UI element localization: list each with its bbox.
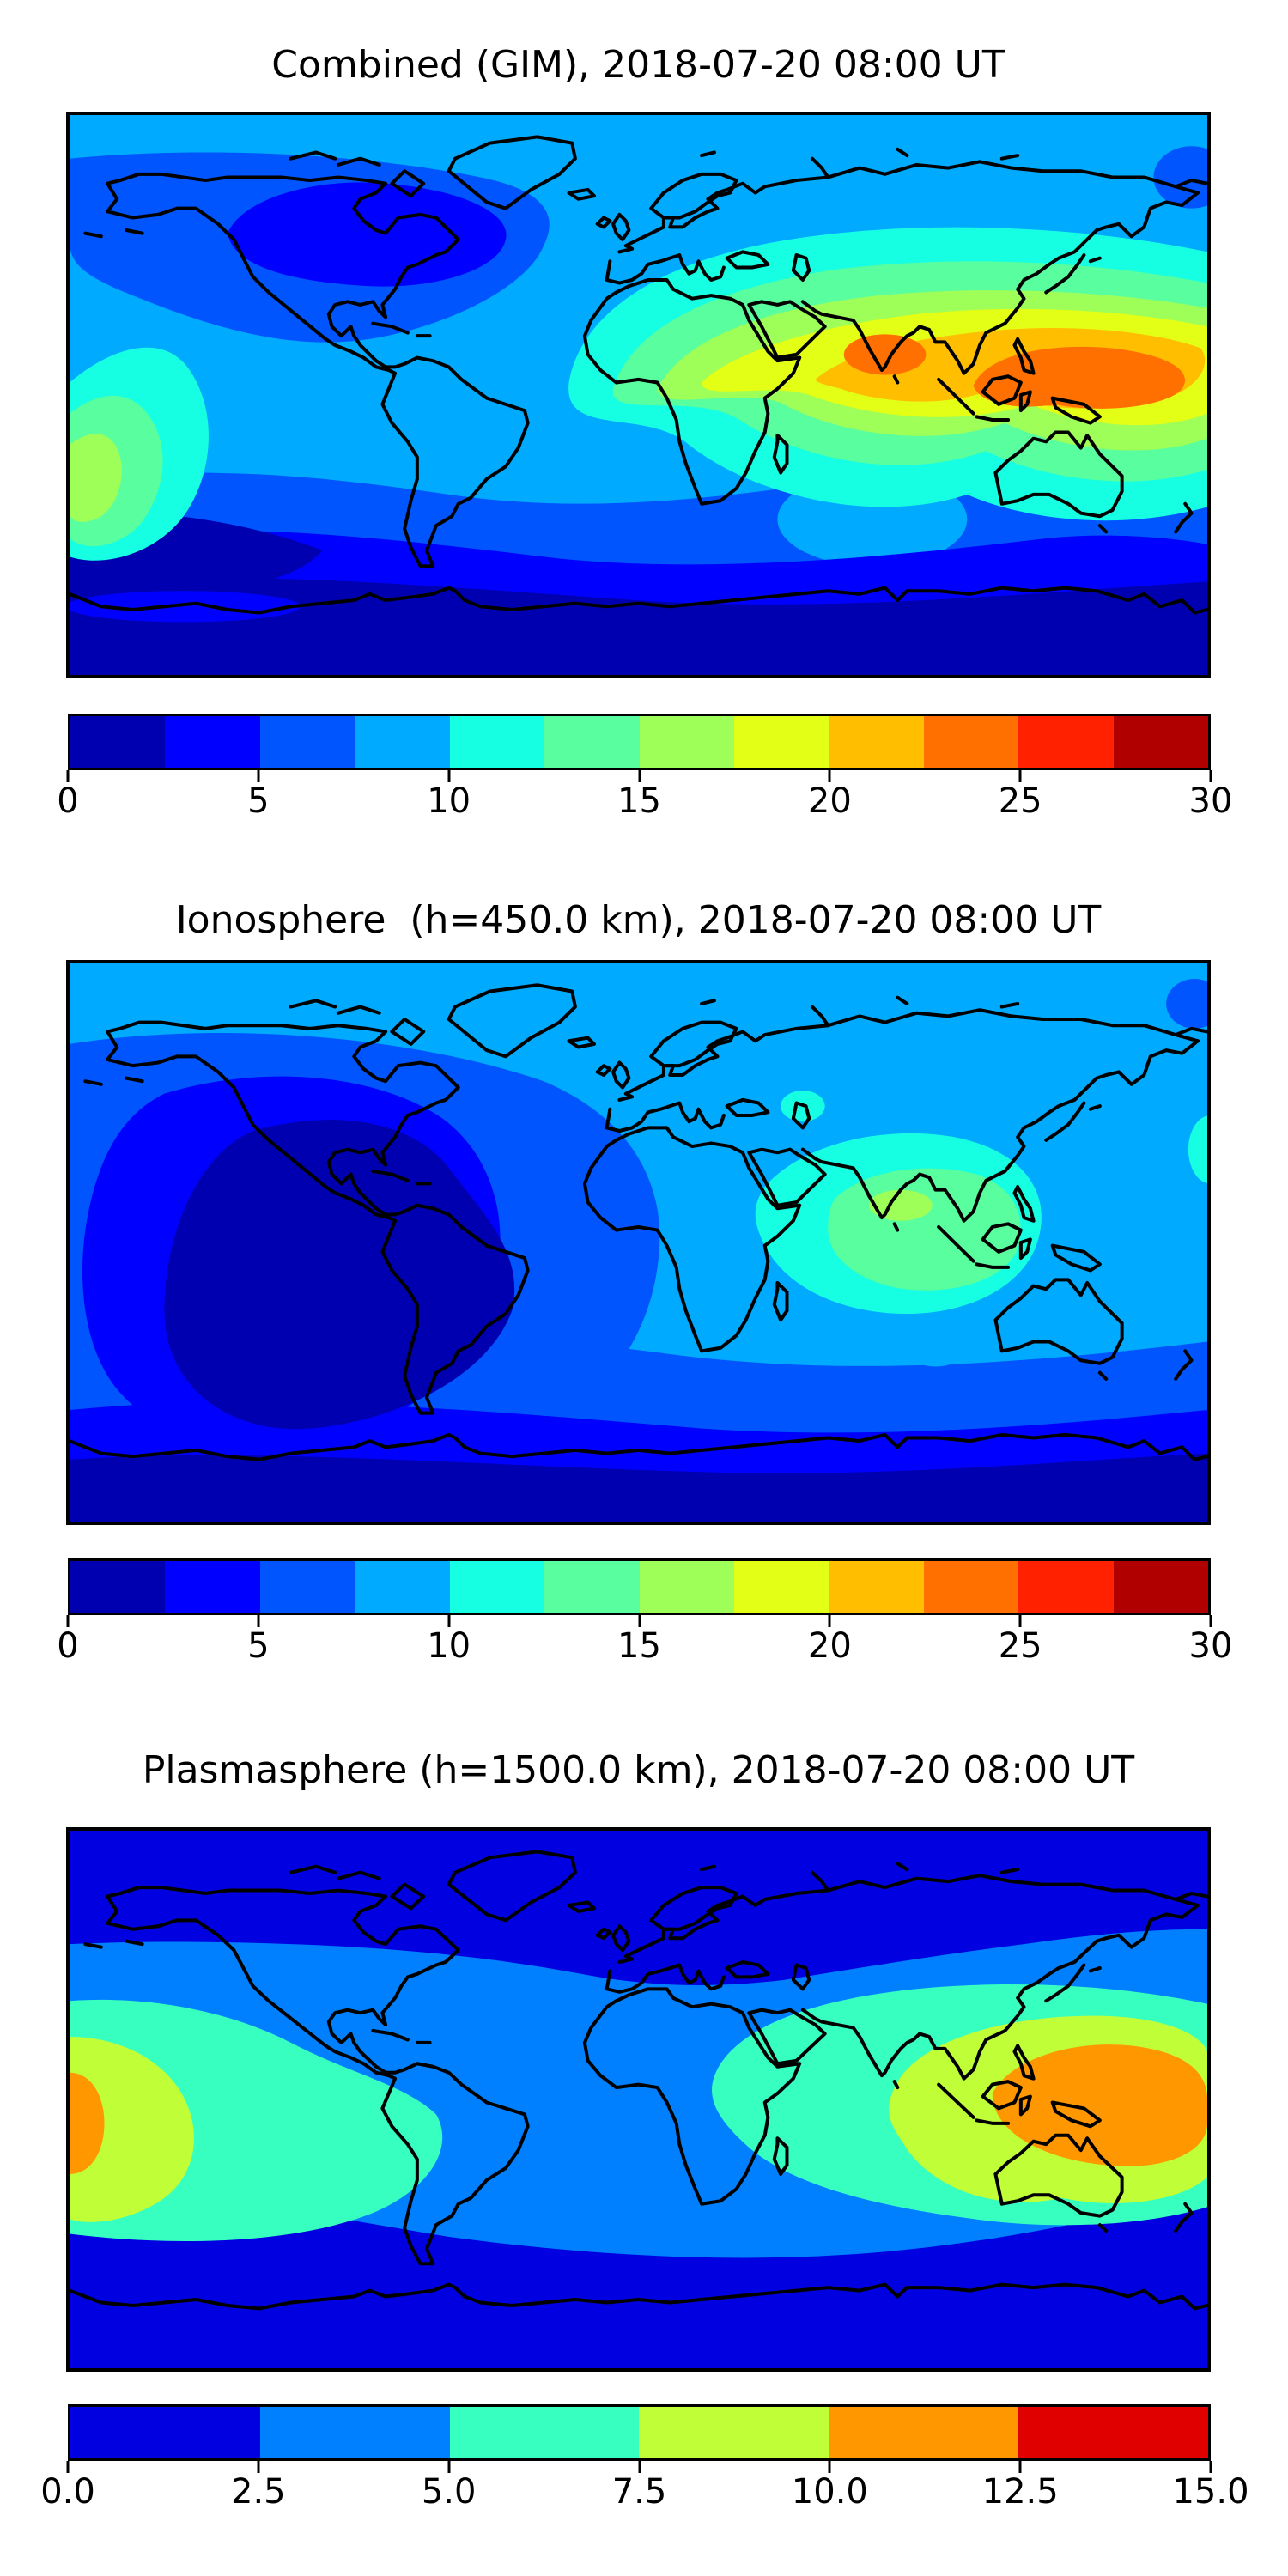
tick-label: 5 xyxy=(247,1626,270,1666)
tick-mark xyxy=(638,770,641,782)
colorbar-ticks-ionosphere xyxy=(66,1615,1212,1627)
tick-label: 30 xyxy=(1188,781,1233,821)
colorbar-segment xyxy=(733,1561,829,1613)
contour-field-combined xyxy=(70,115,1207,675)
map-plasmasphere xyxy=(66,1827,1211,2372)
tick-mark xyxy=(66,770,70,782)
colorbar-segment xyxy=(355,716,450,768)
colorbar-segment xyxy=(1113,716,1209,768)
colorbar-segment xyxy=(829,716,924,768)
colorbar-segment xyxy=(1018,1561,1114,1613)
tick-mark xyxy=(66,1615,70,1627)
colorbar-segment xyxy=(165,1561,260,1613)
tick-label: 7.5 xyxy=(611,2472,667,2512)
tick-mark xyxy=(66,2461,70,2473)
tick-label: 0.0 xyxy=(40,2472,95,2512)
colorbar-labels-plasmasphere: 0.0 2.5 5.0 7.5 10.0 12.5 15.0 xyxy=(40,2472,1249,2518)
colorbar-segment xyxy=(449,1561,545,1613)
colorbar-segment xyxy=(70,716,166,768)
panel-title: Combined (GIM), 2018-07-20 08:00 UT xyxy=(271,43,1005,87)
colorbar-segment xyxy=(259,716,355,768)
tick-label: 30 xyxy=(1188,1626,1233,1666)
colorbar-segment xyxy=(923,1561,1019,1613)
tick-mark xyxy=(1209,1615,1212,1627)
colorbar-segment xyxy=(449,2407,640,2458)
tick-mark xyxy=(1209,770,1212,782)
tick-label: 12.5 xyxy=(981,2472,1059,2512)
tick-label: 10 xyxy=(427,781,471,821)
tick-mark xyxy=(638,2461,641,2473)
colorbar-segment xyxy=(355,1561,450,1613)
tick-label: 0 xyxy=(57,781,79,821)
colorbar-segment xyxy=(639,1561,734,1613)
tick-label: 20 xyxy=(807,1626,852,1666)
contour-field-plasmasphere xyxy=(70,1831,1207,2368)
tick-mark xyxy=(828,1615,831,1627)
tick-mark xyxy=(257,770,260,782)
colorbar-segment xyxy=(829,2407,1019,2458)
colorbar-segment xyxy=(923,716,1019,768)
map-combined xyxy=(66,112,1211,678)
tick-label: 20 xyxy=(807,781,852,821)
panel-title: Ionosphere (h=450.0 km), 2018-07-20 08:0… xyxy=(175,898,1102,942)
colorbar-ionosphere xyxy=(68,1558,1211,1615)
colorbar-ticks-combined xyxy=(66,770,1212,782)
tick-label: 25 xyxy=(998,1626,1042,1666)
tick-mark xyxy=(638,1615,641,1627)
colorbar-segment xyxy=(544,716,640,768)
tick-label: 10.0 xyxy=(791,2472,868,2512)
colorbar-segment xyxy=(639,2407,829,2458)
tick-label: 10 xyxy=(427,1626,471,1666)
colorbar-segment xyxy=(259,2407,450,2458)
colorbar-labels-ionosphere: 0 5 10 15 20 25 30 xyxy=(57,1626,1232,1672)
tick-label: 25 xyxy=(998,781,1042,821)
colorbar-combined xyxy=(68,714,1211,770)
tick-mark xyxy=(1209,2461,1212,2473)
tick-label: 15 xyxy=(617,1626,661,1666)
colorbar-segment xyxy=(70,1561,166,1613)
tick-mark xyxy=(1018,2461,1022,2473)
tick-mark xyxy=(1018,770,1022,782)
tick-mark xyxy=(447,1615,451,1627)
contour-field-ionosphere xyxy=(70,963,1207,1522)
tick-mark xyxy=(257,1615,260,1627)
colorbar-segment xyxy=(544,1561,640,1613)
colorbar-segment xyxy=(639,716,734,768)
tick-mark xyxy=(1018,1615,1022,1627)
colorbar-segment xyxy=(70,2407,260,2458)
tick-mark xyxy=(447,2461,451,2473)
tick-mark xyxy=(447,770,451,782)
tick-mark xyxy=(257,2461,260,2473)
colorbar-ticks-plasmasphere xyxy=(66,2461,1212,2473)
colorbar-segment xyxy=(1018,2407,1208,2458)
colorbar-segment xyxy=(449,716,545,768)
tick-mark xyxy=(828,2461,831,2473)
colorbar-segment xyxy=(165,716,260,768)
map-ionosphere xyxy=(66,960,1211,1525)
tick-label: 2.5 xyxy=(231,2472,286,2512)
tick-mark xyxy=(828,770,831,782)
tick-label: 5.0 xyxy=(421,2472,477,2512)
colorbar-segment xyxy=(1018,716,1114,768)
colorbar-segment xyxy=(733,716,829,768)
colorbar-segment xyxy=(259,1561,355,1613)
colorbar-segment xyxy=(829,1561,924,1613)
colorbar-labels-combined: 0 5 10 15 20 25 30 xyxy=(57,781,1232,827)
tick-label: 0 xyxy=(57,1626,79,1666)
tick-label: 15.0 xyxy=(1172,2472,1249,2512)
colorbar-segment xyxy=(1113,1561,1209,1613)
tick-label: 15 xyxy=(617,781,661,821)
panel-title: Plasmasphere (h=1500.0 km), 2018-07-20 0… xyxy=(142,1748,1135,1792)
tick-label: 5 xyxy=(247,781,270,821)
colorbar-plasmasphere xyxy=(68,2404,1211,2461)
